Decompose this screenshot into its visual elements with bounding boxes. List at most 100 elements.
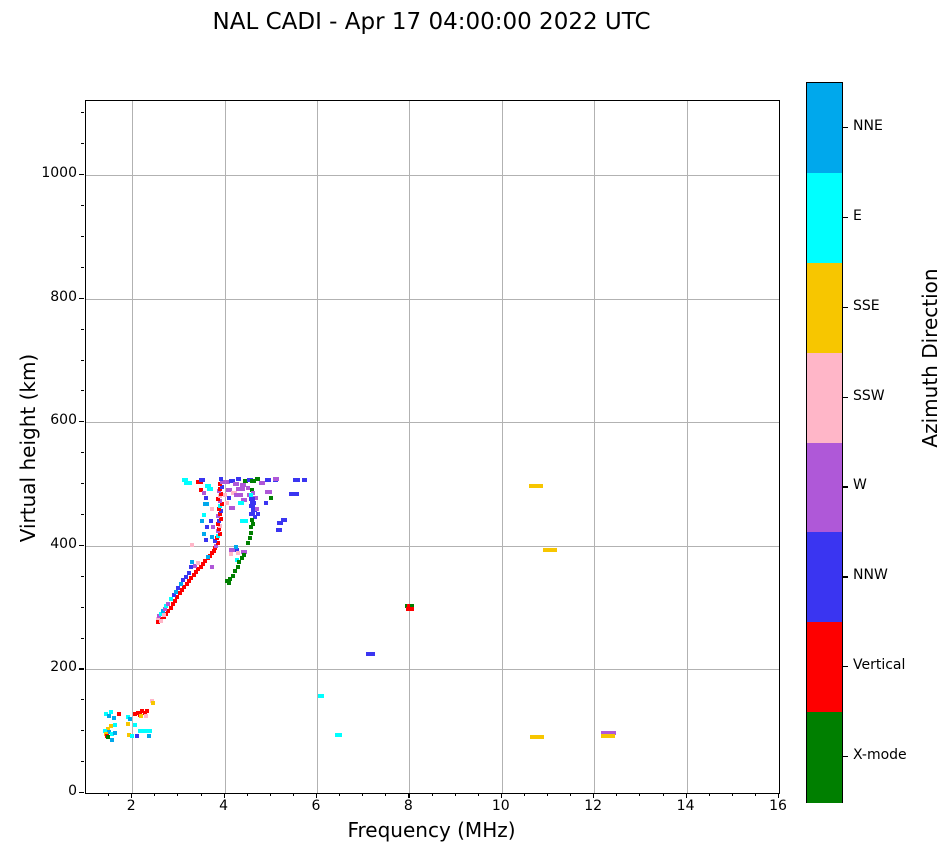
data-point	[219, 501, 224, 506]
y-major-tick	[79, 421, 84, 423]
x-major-tick	[223, 793, 225, 798]
data-point	[543, 547, 558, 552]
data-point	[218, 516, 223, 521]
x-major-tick	[408, 793, 410, 798]
x-tick-label: 6	[311, 798, 321, 814]
grid-line-x	[409, 101, 411, 793]
data-point	[174, 589, 179, 594]
data-point	[217, 511, 222, 516]
x-minor-tick	[246, 793, 248, 796]
data-point	[240, 556, 245, 561]
data-point	[235, 477, 241, 482]
data-point	[201, 531, 206, 536]
data-point	[236, 550, 241, 555]
data-point	[209, 565, 214, 570]
x-minor-tick	[754, 793, 756, 796]
data-point	[107, 713, 112, 718]
data-point	[237, 500, 244, 505]
y-axis-label: Virtual height (km)	[16, 353, 40, 543]
grid-line-x	[317, 101, 318, 793]
y-minor-tick	[81, 513, 84, 515]
data-point	[251, 490, 256, 495]
data-point	[189, 575, 194, 580]
data-point	[169, 596, 173, 601]
x-minor-tick	[523, 793, 525, 796]
y-tick-label: 1000	[41, 165, 77, 182]
data-point	[200, 562, 205, 567]
data-point	[183, 480, 192, 485]
data-point	[164, 604, 169, 609]
data-point	[217, 489, 222, 494]
x-minor-tick	[177, 793, 179, 796]
plot-area	[85, 100, 780, 794]
data-point	[217, 499, 222, 504]
x-minor-tick	[662, 793, 664, 796]
y-major-tick	[79, 668, 84, 670]
colorbar-segment-nnw	[807, 532, 842, 623]
data-point	[198, 564, 203, 569]
colorbar-entry-label: E	[853, 207, 862, 224]
data-point	[232, 548, 239, 553]
data-point	[189, 565, 194, 570]
data-point	[247, 536, 252, 541]
data-point	[191, 572, 196, 577]
data-point	[249, 504, 256, 509]
colorbar-entry-label: NNW	[853, 567, 888, 584]
data-point	[240, 518, 248, 523]
data-point	[199, 477, 206, 482]
y-minor-tick	[81, 452, 84, 454]
y-major-tick	[79, 297, 84, 299]
data-point	[204, 495, 209, 500]
data-point	[227, 580, 232, 585]
colorbar-segment-sse	[807, 262, 842, 354]
y-minor-tick	[81, 483, 84, 485]
colorbar-tick	[843, 576, 848, 578]
data-point	[280, 517, 287, 522]
data-point	[103, 729, 108, 734]
data-point	[166, 601, 171, 606]
data-point	[249, 511, 256, 516]
data-point	[134, 733, 139, 738]
data-point	[135, 710, 140, 715]
x-tick-label: 4	[219, 798, 229, 814]
data-point	[251, 521, 256, 526]
data-point	[112, 723, 117, 728]
y-minor-tick	[81, 235, 84, 237]
x-minor-tick	[154, 793, 156, 796]
data-point	[229, 551, 234, 556]
y-minor-tick	[81, 205, 84, 207]
data-point	[217, 506, 222, 511]
chart-title: NAL CADI - Apr 17 04:00:00 2022 UTC	[212, 9, 651, 35]
data-point	[213, 538, 218, 543]
data-point	[219, 491, 224, 496]
data-point	[218, 477, 223, 482]
data-point	[249, 525, 254, 530]
data-point	[230, 490, 237, 495]
grid-line-x	[224, 101, 226, 793]
x-minor-tick	[362, 793, 364, 796]
data-point	[109, 710, 114, 715]
data-point	[156, 614, 161, 619]
colorbar-segment-ssw	[807, 352, 842, 443]
y-minor-tick	[81, 761, 84, 763]
y-minor-tick	[81, 328, 84, 330]
data-point	[173, 598, 178, 603]
data-point	[405, 604, 410, 609]
x-minor-tick	[339, 793, 341, 796]
data-point	[407, 604, 412, 609]
colorbar-segment-x-mode	[807, 712, 842, 803]
data-point	[195, 561, 200, 566]
data-point	[161, 613, 166, 618]
data-point	[249, 493, 254, 498]
data-point	[107, 729, 112, 734]
x-major-tick	[316, 793, 318, 798]
y-tick-label: 400	[50, 535, 77, 552]
y-minor-tick	[81, 699, 84, 701]
data-point	[186, 571, 191, 576]
grid-line-x	[501, 101, 503, 793]
data-point	[209, 534, 214, 539]
data-point	[208, 519, 213, 524]
data-point	[216, 514, 221, 519]
data-point	[264, 500, 269, 505]
data-point	[144, 714, 149, 719]
